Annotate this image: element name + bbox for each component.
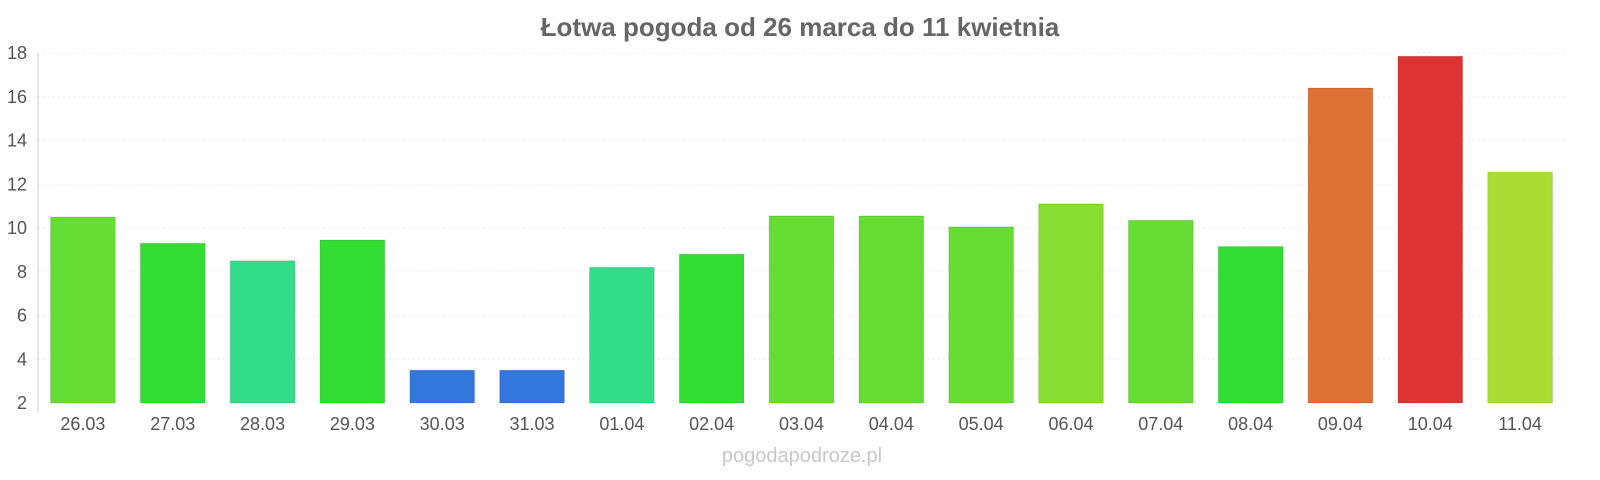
y-tick-label: 8 — [17, 262, 27, 282]
bar — [139, 242, 206, 404]
x-tick-label: 09.04 — [1318, 414, 1363, 434]
y-tick-label: 16 — [7, 87, 27, 107]
x-tick-label: 29.03 — [330, 414, 375, 434]
x-tick-label: 26.03 — [60, 414, 105, 434]
x-tick-label: 07.04 — [1138, 414, 1183, 434]
bar — [1397, 55, 1464, 404]
x-tick-label: 28.03 — [240, 414, 285, 434]
x-tick-label: 11.04 — [1498, 414, 1542, 434]
bar — [409, 369, 476, 404]
chart-title: Łotwa pogoda od 26 marca do 11 kwietnia — [541, 12, 1060, 42]
bar — [1127, 219, 1194, 404]
bar — [948, 226, 1014, 404]
x-tick-label: 04.04 — [869, 414, 914, 434]
x-tick-label: 27.03 — [150, 414, 195, 434]
x-tick-label: 30.03 — [420, 414, 465, 434]
y-tick-label: 6 — [17, 306, 27, 326]
x-tick-label: 05.04 — [959, 414, 1004, 434]
x-tick-label: 10.04 — [1408, 414, 1453, 434]
watermark: pogodapodroze.pl — [722, 445, 882, 467]
bar — [858, 215, 925, 404]
x-tick-label: 06.04 — [1048, 414, 1093, 434]
bar — [499, 369, 565, 404]
y-tick-label: 12 — [7, 174, 27, 194]
x-tick-label: 31.03 — [510, 414, 555, 434]
x-tick-label: 02.04 — [689, 414, 734, 434]
y-tick-label: 2 — [17, 393, 27, 413]
y-tick-label: 10 — [7, 218, 27, 238]
bar — [1038, 203, 1104, 404]
bar — [768, 215, 835, 404]
y-tick-label: 4 — [17, 349, 27, 369]
bar — [589, 266, 655, 404]
x-tick-labels: 26.03 27.03 28.03 29.03 30.03 31.03 01.04 02.04… — [60, 414, 1542, 434]
bar — [50, 216, 116, 404]
bar — [678, 253, 745, 404]
bar — [319, 239, 386, 404]
y-tick-labels: 2 4 6 8 10 12 14 16 18 — [7, 43, 27, 413]
bar — [1307, 87, 1374, 404]
bar — [229, 260, 296, 404]
bar — [1487, 171, 1553, 404]
x-tick-label: 03.04 — [779, 414, 824, 434]
y-tick-label: 18 — [7, 43, 27, 63]
x-tick-label: 08.04 — [1228, 414, 1273, 434]
x-tick-label: 01.04 — [599, 414, 644, 434]
y-tick-label: 14 — [7, 131, 27, 151]
bar — [1217, 246, 1284, 404]
bars — [50, 55, 1553, 404]
